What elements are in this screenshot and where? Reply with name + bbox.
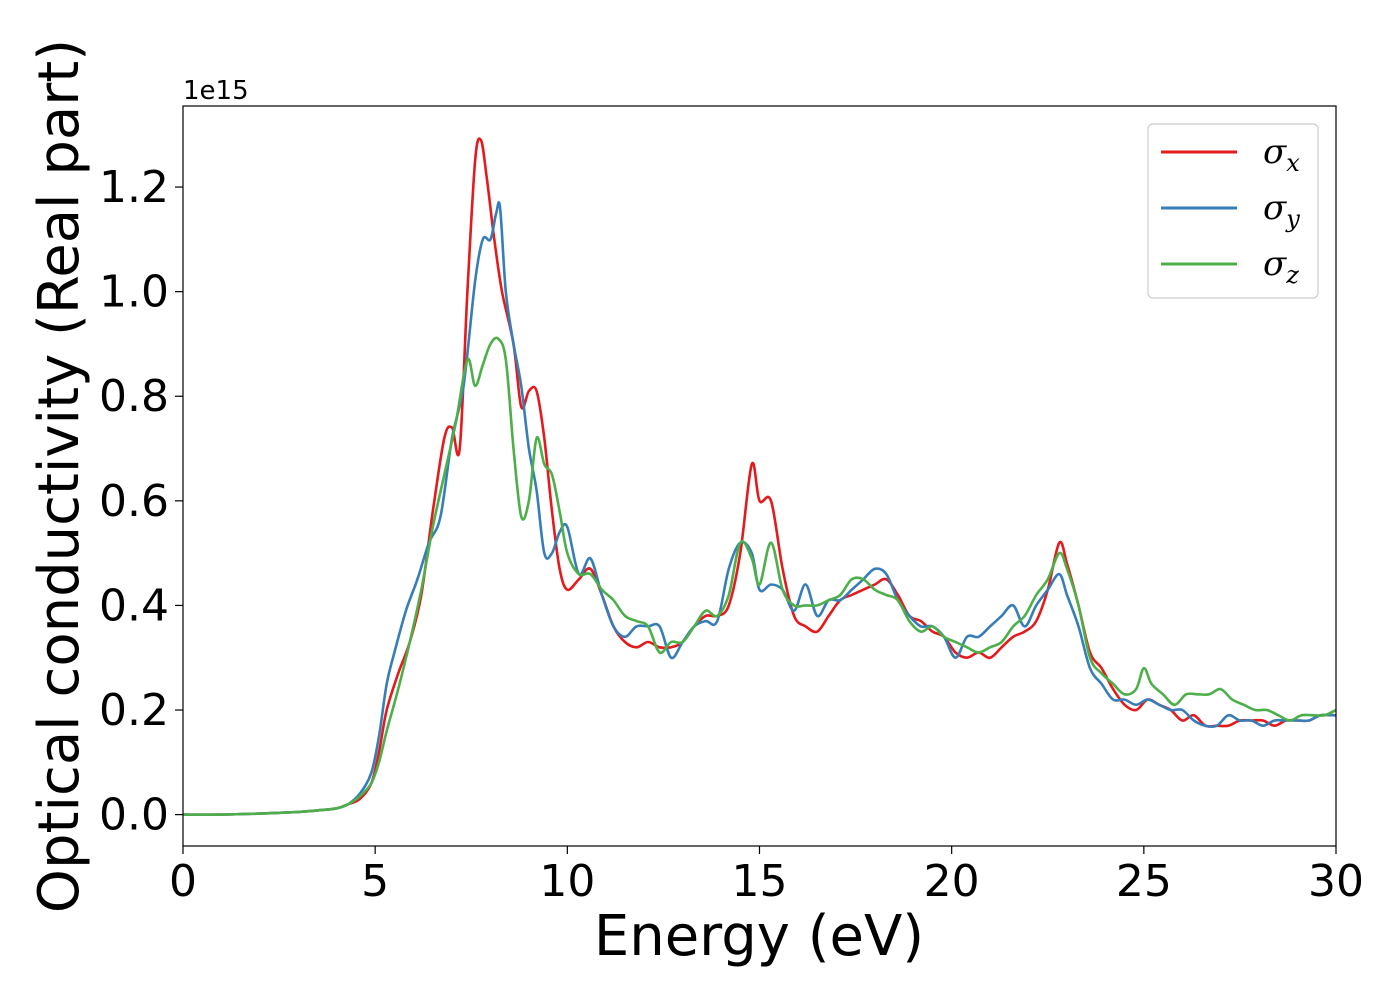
y-tick-label: 0.4	[99, 580, 169, 631]
y-tick-label: 0.2	[99, 685, 169, 736]
y-tick-label: 0.8	[99, 371, 169, 422]
x-tick-label: 15	[732, 856, 788, 907]
x-tick-label: 10	[539, 856, 595, 907]
x-tick-label: 30	[1308, 856, 1364, 907]
y-tick-label: 1.2	[99, 162, 169, 213]
x-axis-ticks: 0 5 10 15 20 25 30	[169, 846, 1364, 907]
x-tick-label: 25	[1116, 856, 1172, 907]
x-tick-label: 20	[924, 856, 980, 907]
series-line-z	[183, 336, 1336, 816]
legend-box	[1147, 123, 1319, 299]
x-axis-label: Energy (eV)	[594, 904, 924, 969]
x-tick-label: 5	[361, 856, 389, 907]
y-axis-label: Optical conductivity (Real part)	[27, 39, 92, 913]
series-layer	[183, 137, 1336, 816]
y-tick-label: 1.0	[99, 267, 169, 318]
y-tick-label: 0.0	[99, 790, 169, 841]
y-offset-label: 1e15	[183, 76, 249, 106]
x-tick-label: 0	[169, 856, 197, 907]
y-tick-label: 0.6	[99, 476, 169, 527]
y-axis-ticks: 0.0 0.2 0.4 0.6 0.8 1.0 1.2	[99, 162, 183, 841]
